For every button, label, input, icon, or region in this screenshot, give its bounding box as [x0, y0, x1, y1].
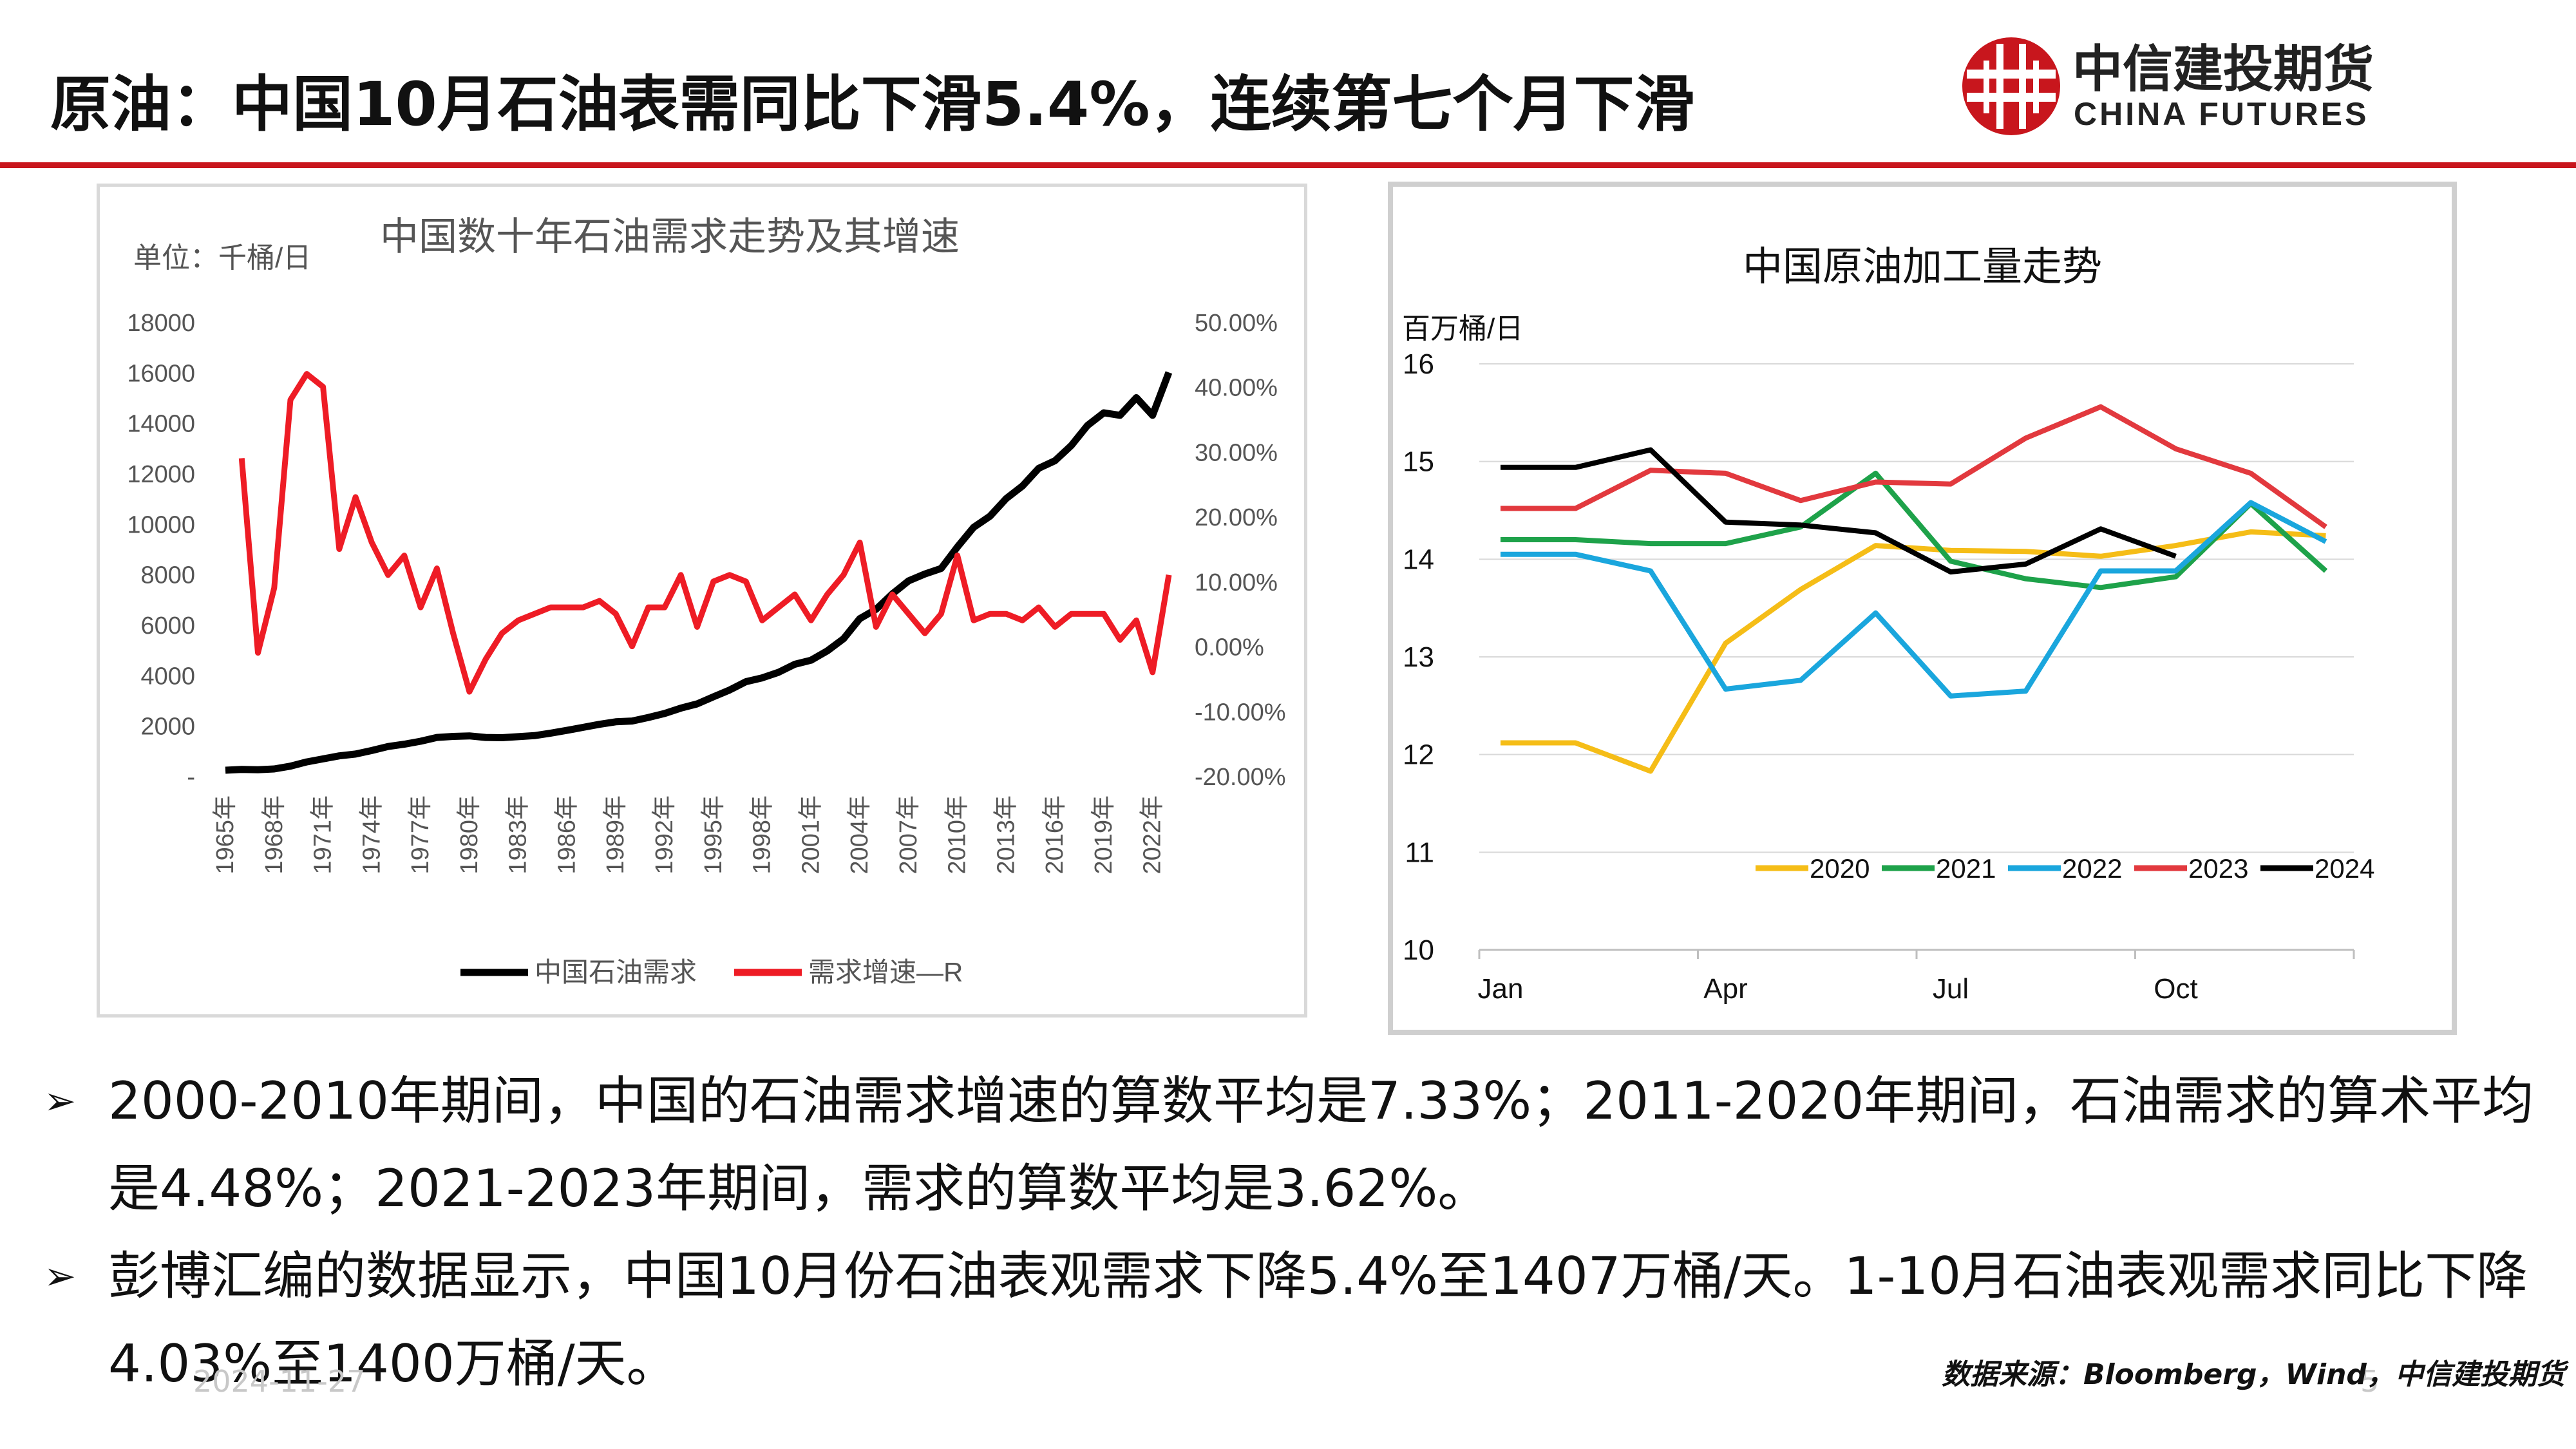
series-line-2022: [1501, 500, 2327, 699]
y-left-tick-label: 6000: [140, 612, 195, 639]
legend-label: 2024: [2315, 853, 2374, 884]
chart1-unit-label: 单位：千桶/日: [133, 242, 311, 274]
x-tick-label: 2013年: [992, 795, 1019, 875]
x-tick-label: 1968年: [261, 795, 288, 875]
bullet-item: ➢ 彭博汇编的数据显示，中国10月份石油表观需求下降5.4%至1407万桶/天。…: [39, 1233, 2550, 1408]
legend-label: 2020: [1810, 853, 1870, 884]
y-right-tick-label: 30.00%: [1195, 439, 1278, 466]
y-left-tick-label: 14000: [127, 411, 195, 438]
series-line-demand: [225, 371, 1173, 774]
y-left-tick-label: 8000: [140, 562, 195, 589]
x-tick-label: 1977年: [407, 795, 434, 875]
x-tick-label: 2007年: [895, 795, 922, 875]
x-tick-label: 1992年: [651, 795, 678, 875]
chart1-title: 中国数十年石油需求走势及其增速: [380, 215, 960, 258]
x-tick-label: 1980年: [456, 795, 483, 875]
x-tick-label: 2016年: [1041, 795, 1068, 875]
y-tick-label: 13: [1403, 641, 1434, 673]
bullet-text: 2000-2010年期间，中国的石油需求增速的算数平均是7.33%；2011-2…: [108, 1071, 2534, 1218]
y-tick-label: 14: [1403, 544, 1434, 575]
y-right-tick-label: 20.00%: [1195, 504, 1278, 531]
legend-label: 2022: [2062, 853, 2122, 884]
series-line-2020: [1501, 529, 2326, 774]
crude-runs-chart: 中国原油加工量走势 百万桶/日 10 11 12 13 14 15 16 Jan Apr Jul O…: [1388, 182, 2457, 1035]
logo-en: CHINA FUTURES: [2074, 96, 2369, 132]
y-right-tick-label: -10.00%: [1195, 699, 1286, 726]
page-number: 5: [2360, 1364, 2380, 1399]
series-line-2023: [1501, 404, 2327, 529]
x-tick-label: 2001年: [797, 795, 824, 875]
y-left-tick-label: 16000: [127, 360, 195, 387]
company-logo: 中信建投期货 CHINA FUTURES: [1958, 30, 2524, 142]
series-line-2021: [1501, 470, 2328, 591]
oil-demand-chart: 单位：千桶/日 中国数十年石油需求走势及其增速 - 2000 4000 6000 800…: [97, 184, 1307, 1018]
legend-label: 2023: [2188, 853, 2248, 884]
x-tick-label: 1965年: [212, 795, 239, 875]
x-tick-label: 2019年: [1090, 795, 1117, 875]
y-tick-label: 12: [1403, 739, 1434, 771]
x-tick-label: 1989年: [602, 795, 629, 875]
data-source: 数据来源：Bloomberg，Wind，中信建投期货: [1942, 1358, 2565, 1391]
y-tick-label: 16: [1403, 348, 1434, 380]
footer-date: 2024-11-27: [193, 1364, 366, 1399]
arrow-bullet-icon: ➢: [44, 1254, 77, 1299]
chart2-ylabel: 百万桶/日: [1402, 313, 1523, 345]
arrow-bullet-icon: ➢: [44, 1079, 77, 1124]
x-tick-label: 2010年: [944, 795, 971, 875]
y-right-tick-label: 40.00%: [1195, 375, 1278, 402]
y-tick-label: 11: [1405, 837, 1434, 868]
y-left-tick-label: 12000: [127, 461, 195, 488]
x-tick-label: 1995年: [700, 795, 727, 875]
y-tick-label: 10: [1403, 934, 1434, 966]
bullet-item: ➢ 2000-2010年期间，中国的石油需求增速的算数平均是7.33%；2011…: [39, 1057, 2550, 1233]
legend-label: 需求增速—R: [808, 957, 963, 987]
x-tick-label: 1983年: [505, 795, 532, 875]
x-tick-label: 1998年: [749, 795, 776, 875]
x-tick-label: 2022年: [1139, 795, 1166, 875]
y-right-tick-label: 10.00%: [1195, 569, 1278, 596]
y-tick-label: 15: [1403, 446, 1434, 478]
y-left-tick-label: 4000: [140, 663, 195, 690]
legend-label: 中国石油需求: [535, 957, 697, 987]
citic-logo-icon: [1962, 37, 2060, 135]
x-tick-label: 2004年: [846, 795, 873, 875]
header-divider: [0, 162, 2576, 168]
x-tick-label: Oct: [2154, 973, 2197, 1005]
y-left-tick-label: 2000: [140, 714, 195, 741]
legend-label: 2021: [1936, 853, 1996, 884]
y-right-tick-label: 0.00%: [1195, 634, 1264, 661]
series-line-growth: [238, 371, 1172, 695]
chart2-title: 中国原油加工量走势: [1743, 245, 2102, 289]
bullet-text: 彭博汇编的数据显示，中国10月份石油表观需求下降5.4%至1407万桶/天。1-…: [108, 1246, 2528, 1394]
x-tick-label: 1986年: [553, 795, 580, 875]
x-tick-label: Jan: [1478, 973, 1524, 1005]
y-left-tick-label: 10000: [127, 511, 195, 538]
page-title: 原油：中国10月石油表需同比下滑5.4%，连续第七个月下滑: [50, 70, 1695, 140]
x-tick-label: 1974年: [358, 795, 385, 875]
x-tick-label: Apr: [1703, 973, 1747, 1005]
x-tick-label: Jul: [1933, 973, 1969, 1005]
x-tick-label: 1971年: [310, 795, 337, 875]
series-line-2024: [1501, 447, 2177, 575]
bullet-list: ➢ 2000-2010年期间，中国的石油需求增速的算数平均是7.33%；2011…: [39, 1057, 2550, 1408]
y-left-tick-label: -: [187, 764, 195, 791]
y-right-tick-label: 50.00%: [1195, 310, 1278, 337]
logo-cn: 中信建投期货: [2072, 41, 2374, 97]
y-right-tick-label: -20.00%: [1195, 764, 1286, 791]
y-left-tick-label: 18000: [127, 310, 195, 337]
